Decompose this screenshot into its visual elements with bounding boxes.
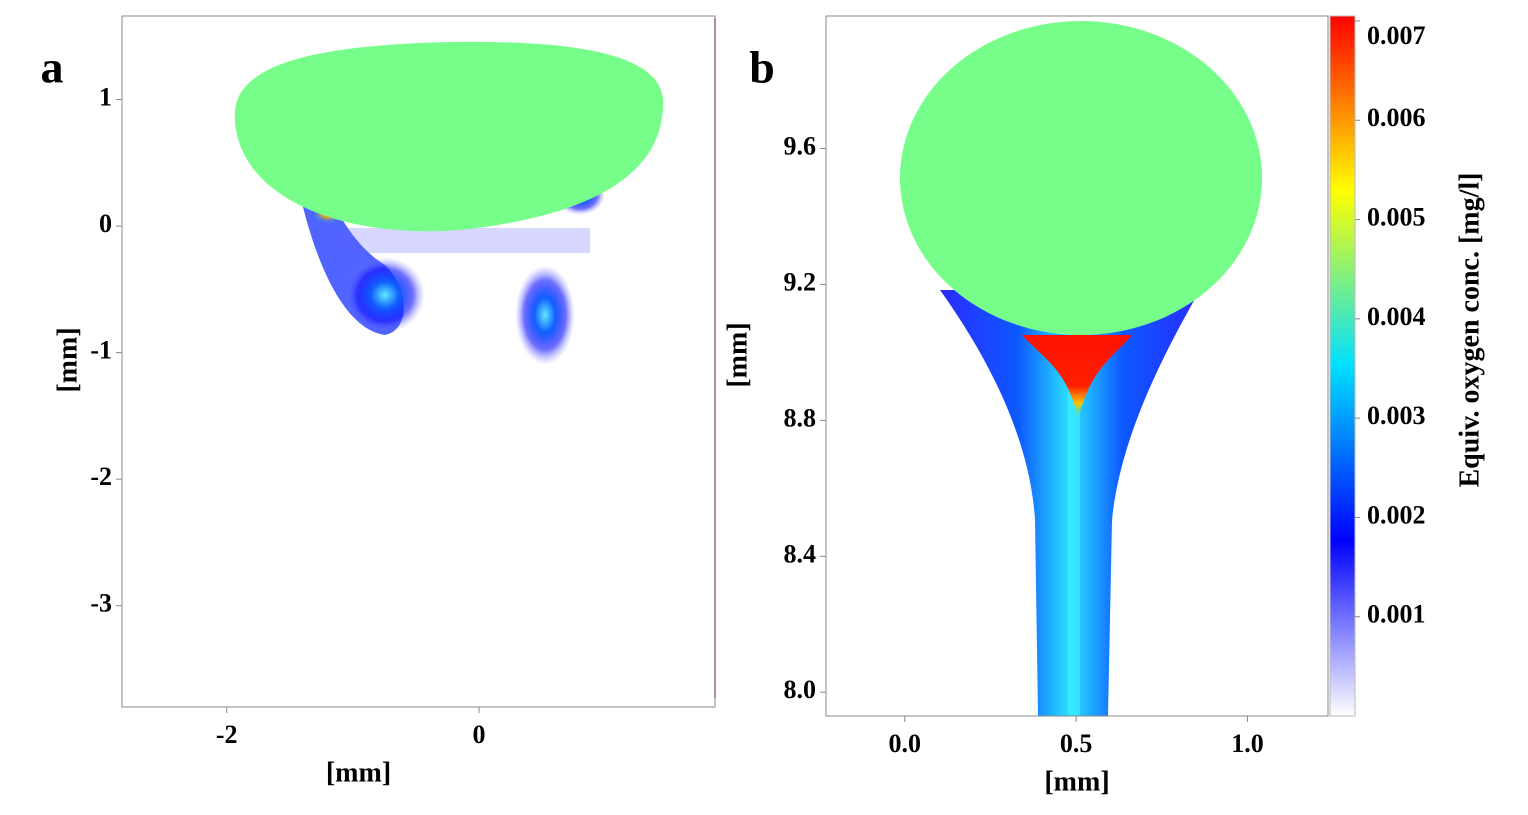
hot-cap (1022, 335, 1132, 420)
x-axis-label: [mm] (1044, 766, 1109, 797)
blob (515, 265, 575, 365)
colorbar-tick-label: 0.002 (1367, 500, 1426, 529)
colorbar (1329, 15, 1356, 717)
y-tick-label: 9.2 (784, 267, 817, 296)
y-tick-label: 8.0 (784, 675, 817, 704)
colorbar-tick-label: 0.005 (1367, 203, 1426, 232)
blob (345, 257, 425, 333)
plot-frame (825, 15, 1329, 717)
x-tick-label: 1.0 (1231, 729, 1264, 758)
plot-area (234, 18, 716, 698)
colorbar-label: Equiv. oxygen conc. [mg/l] (1454, 172, 1485, 487)
colorbar-tick-label: 0.003 (1367, 401, 1426, 430)
colorbar-tick-label: 0.001 (1367, 600, 1426, 629)
x-tick-label: -2 (216, 720, 238, 749)
plume-core (1068, 380, 1080, 716)
plot-frame (121, 15, 716, 708)
x-axis-label: [mm] (326, 757, 391, 788)
x-tick-label: 0.0 (889, 729, 922, 758)
band (340, 228, 590, 253)
colorbar-tick-label: 0.006 (1367, 103, 1426, 132)
sphere (234, 41, 664, 232)
y-axis-label: [mm] (52, 327, 83, 392)
y-tick-label: 1 (99, 82, 112, 111)
x-tick-label: 0 (473, 720, 486, 749)
y-axis-label: [mm] (722, 322, 753, 387)
y-tick-label: -1 (90, 336, 112, 365)
panel-label: b (749, 42, 775, 93)
x-tick-label: 0.5 (1060, 729, 1093, 758)
y-tick-label: -3 (90, 589, 112, 618)
plot-area (900, 21, 1262, 716)
colorbar-tick-label: 0.007 (1367, 21, 1426, 50)
y-tick-label: 0 (99, 209, 112, 238)
y-tick-label: -2 (90, 462, 112, 491)
y-tick-label: 8.8 (784, 403, 817, 432)
y-tick-label: 8.4 (784, 539, 817, 568)
y-tick-label: 9.6 (784, 131, 817, 160)
colorbar-tick-label: 0.004 (1367, 302, 1426, 331)
sphere (900, 21, 1262, 335)
panel-label: a (41, 42, 64, 93)
